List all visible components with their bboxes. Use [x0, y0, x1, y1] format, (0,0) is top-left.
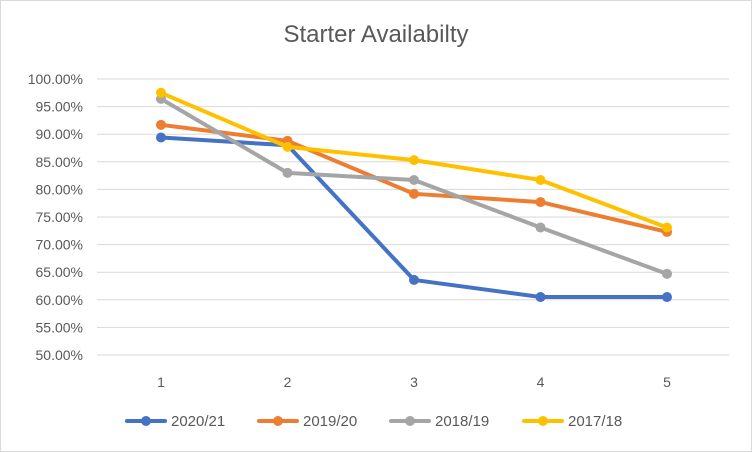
data-point	[156, 119, 166, 130]
legend-item: 2018/19	[389, 413, 489, 430]
legend-swatch-marker	[141, 416, 151, 426]
y-tick-label: 85.00%	[36, 154, 83, 170]
data-point	[535, 222, 546, 233]
y-tick-label: 90.00%	[36, 126, 83, 142]
series-2	[156, 93, 672, 279]
x-tick-label: 5	[663, 374, 671, 390]
y-tick-label: 75.00%	[36, 209, 83, 225]
data-point	[409, 188, 419, 199]
legend-label: 2017/18	[568, 413, 622, 430]
y-tick-label: 60.00%	[36, 292, 83, 308]
data-point	[409, 175, 419, 186]
x-tick-label: 2	[284, 374, 292, 390]
legend-label: 2019/20	[303, 413, 357, 430]
data-point	[409, 274, 419, 285]
legend-item: 2019/20	[257, 413, 357, 430]
data-point	[662, 292, 672, 303]
legend-label: 2020/21	[171, 413, 225, 430]
series-lines	[156, 87, 672, 303]
data-point	[535, 175, 546, 186]
data-point	[409, 155, 419, 166]
legend-swatch-marker	[273, 416, 283, 426]
data-point	[156, 87, 166, 98]
x-tick-label: 1	[157, 374, 165, 390]
data-point	[282, 141, 293, 152]
x-axis-tick-labels: 1 2 3 4 5	[157, 374, 671, 390]
y-tick-label: 55.00%	[36, 319, 83, 335]
chart-title: Starter Availabilty	[283, 21, 469, 48]
data-point	[662, 222, 672, 233]
y-tick-label: 100.00%	[28, 71, 83, 87]
series-3	[156, 87, 672, 233]
legend-swatch-marker	[538, 416, 548, 426]
legend-item: 2020/21	[125, 413, 225, 430]
gridlines	[97, 78, 729, 356]
data-point	[156, 132, 166, 143]
x-tick-label: 3	[410, 374, 418, 390]
y-tick-label: 70.00%	[36, 237, 83, 253]
series-1	[156, 119, 672, 237]
data-point	[662, 268, 672, 279]
y-axis-tick-labels: 50.00% 55.00% 60.00% 65.00% 70.00% 75.00% 80.0…	[28, 71, 83, 363]
legend: 2020/21 2019/20 2018/19 2017/18	[125, 413, 622, 430]
y-tick-label: 95.00%	[36, 99, 83, 115]
legend-item: 2017/18	[522, 413, 622, 430]
data-point	[535, 197, 546, 208]
y-tick-label: 50.00%	[36, 347, 83, 363]
data-point	[535, 292, 546, 303]
legend-swatch-marker	[405, 416, 415, 426]
y-tick-label: 65.00%	[36, 264, 83, 280]
legend-label: 2018/19	[435, 413, 489, 430]
x-tick-label: 4	[537, 374, 545, 390]
data-point	[282, 167, 293, 178]
y-tick-label: 80.00%	[36, 181, 83, 197]
